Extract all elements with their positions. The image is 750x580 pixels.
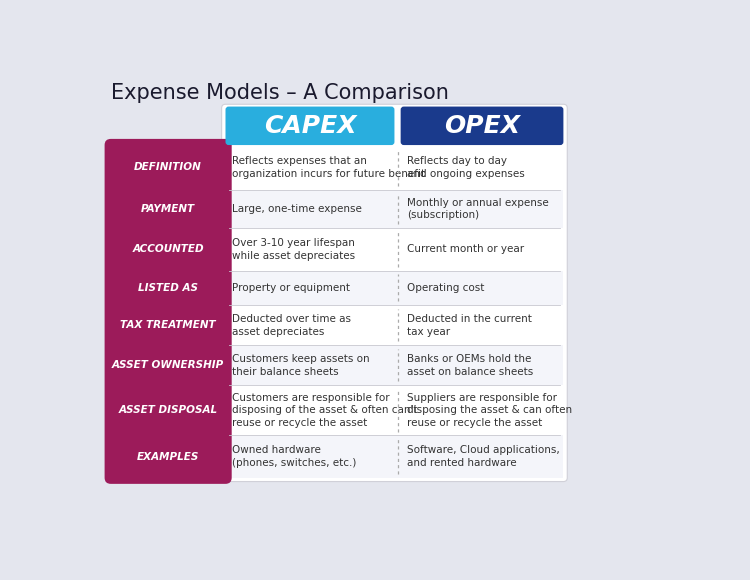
Text: ACCOUNTED: ACCOUNTED — [132, 244, 204, 255]
FancyBboxPatch shape — [222, 104, 567, 481]
Text: Reflects expenses that an
organization incurs for future benefit: Reflects expenses that an organization i… — [232, 156, 424, 179]
FancyBboxPatch shape — [400, 107, 563, 145]
Bar — [226, 190, 563, 228]
Bar — [226, 436, 563, 478]
Text: Banks or OEMs hold the
asset on balance sheets: Banks or OEMs hold the asset on balance … — [406, 354, 533, 376]
Text: CAPEX: CAPEX — [264, 114, 356, 138]
Text: Deducted in the current
tax year: Deducted in the current tax year — [406, 314, 532, 336]
Text: Customers are responsible for
disposing of the asset & often can't
reuse or recy: Customers are responsible for disposing … — [232, 393, 417, 428]
Text: EXAMPLES: EXAMPLES — [137, 451, 200, 462]
Text: Large, one-time expense: Large, one-time expense — [232, 204, 362, 214]
Bar — [226, 271, 563, 305]
Text: OPEX: OPEX — [444, 114, 520, 138]
Text: Monthly or annual expense
(subscription): Monthly or annual expense (subscription) — [406, 198, 548, 220]
Text: Owned hardware
(phones, switches, etc.): Owned hardware (phones, switches, etc.) — [232, 445, 356, 468]
Text: ASSET OWNERSHIP: ASSET OWNERSHIP — [112, 360, 224, 370]
Text: Current month or year: Current month or year — [406, 244, 524, 255]
Text: DEFINITION: DEFINITION — [134, 162, 202, 172]
Text: Software, Cloud applications,
and rented hardware: Software, Cloud applications, and rented… — [406, 445, 560, 468]
Text: TAX TREATMENT: TAX TREATMENT — [120, 320, 216, 330]
Text: Property or equipment: Property or equipment — [232, 283, 350, 293]
FancyBboxPatch shape — [104, 139, 232, 484]
Text: PAYMENT: PAYMENT — [141, 204, 195, 214]
Text: Suppliers are responsible for
disposing the asset & can often
reuse or recycle t: Suppliers are responsible for disposing … — [406, 393, 572, 428]
Text: Deducted over time as
asset depreciates: Deducted over time as asset depreciates — [232, 314, 351, 336]
Text: Reflects day to day
and ongoing expenses: Reflects day to day and ongoing expenses — [406, 156, 524, 179]
Text: Operating cost: Operating cost — [406, 283, 484, 293]
Bar — [226, 345, 563, 385]
FancyBboxPatch shape — [226, 107, 394, 145]
Text: Customers keep assets on
their balance sheets: Customers keep assets on their balance s… — [232, 354, 369, 376]
Text: LISTED AS: LISTED AS — [138, 283, 198, 293]
Text: Over 3-10 year lifespan
while asset depreciates: Over 3-10 year lifespan while asset depr… — [232, 238, 355, 261]
Text: Expense Models – A Comparison: Expense Models – A Comparison — [111, 84, 448, 103]
Text: ASSET DISPOSAL: ASSET DISPOSAL — [118, 405, 218, 415]
